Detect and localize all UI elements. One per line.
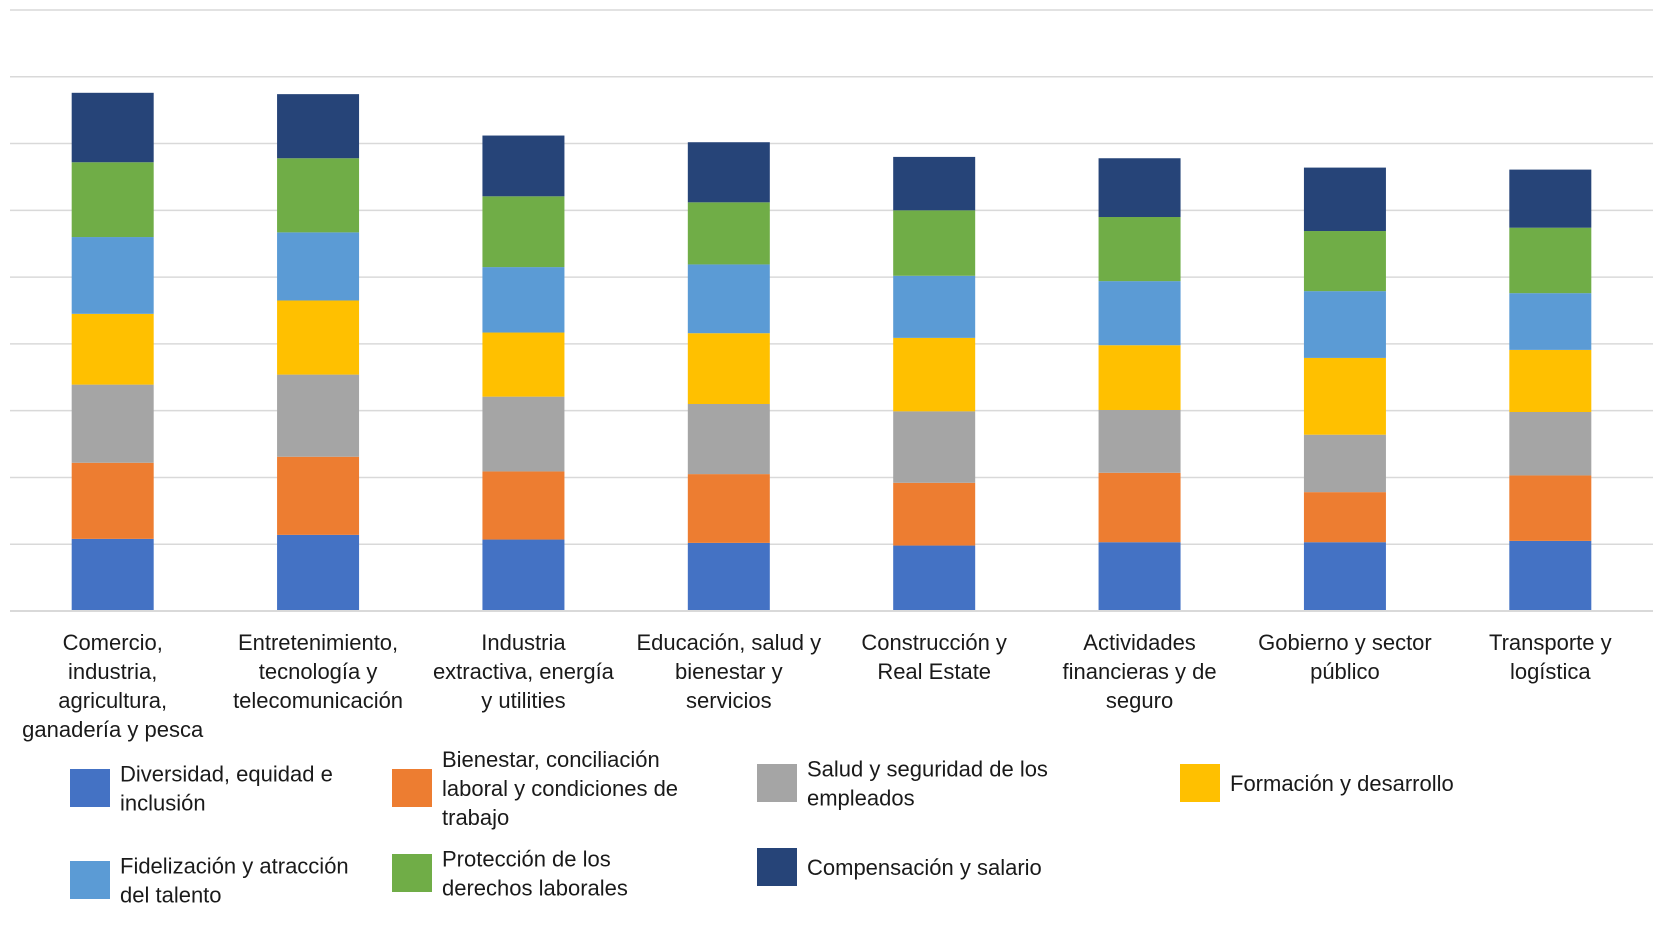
bar-segment xyxy=(687,403,770,475)
bars xyxy=(71,92,1592,611)
legend-label: Protección de los derechos laborales xyxy=(442,847,628,901)
bar-segment xyxy=(1303,542,1386,611)
bar-segment xyxy=(482,267,565,333)
legend-label: Compensación y salario xyxy=(807,855,1042,880)
bar-segment xyxy=(1098,345,1181,410)
bar-segment xyxy=(71,462,154,539)
bar-segment xyxy=(1098,281,1181,346)
bar-segment xyxy=(71,313,154,385)
bar-segment xyxy=(1509,475,1592,541)
bar-segment xyxy=(1098,409,1181,473)
bar-segment xyxy=(1509,412,1592,476)
legend-label: Salud y seguridad de los empleados xyxy=(807,757,1048,811)
bar-segment xyxy=(277,456,360,535)
bar-segment xyxy=(482,332,565,397)
legend-swatch xyxy=(70,861,110,899)
bar-segment xyxy=(71,162,154,238)
bar-segment xyxy=(893,337,976,412)
bar-segment xyxy=(687,264,770,334)
bar-segment xyxy=(1303,357,1386,435)
bar-segment xyxy=(687,474,770,543)
bar-segment xyxy=(687,202,770,265)
bar-segment xyxy=(687,542,770,611)
bar-segment xyxy=(1303,492,1386,543)
legend-label: Diversidad, equidad e inclusión xyxy=(120,762,333,816)
bar-segment xyxy=(482,539,565,611)
bar-segment xyxy=(1509,540,1592,611)
bar-segment xyxy=(1509,227,1592,294)
bar-segment xyxy=(1509,293,1592,350)
legend-swatch xyxy=(392,769,432,807)
bar-segment xyxy=(893,210,976,276)
category-labels: Comercio, industria, agricultura, ganadería… xyxy=(22,630,1611,742)
bar-segment xyxy=(687,142,770,203)
bar-segment xyxy=(277,94,360,159)
bar-segment xyxy=(482,471,565,540)
legend-label: Fidelización y atracción del talento xyxy=(120,854,349,908)
bar-segment xyxy=(71,538,154,611)
category-label: Industria extractiva, energía y utilities xyxy=(433,630,615,713)
legend-swatch xyxy=(1180,764,1220,802)
bar-segment xyxy=(893,545,976,611)
bar-segment xyxy=(482,135,565,197)
bar-segment xyxy=(71,92,154,163)
bar-segment xyxy=(1303,167,1386,232)
category-label: Construcción y Real Estate xyxy=(861,630,1007,684)
bar-segment xyxy=(893,275,976,338)
bar-segment xyxy=(482,196,565,268)
bar-segment xyxy=(893,156,976,211)
bar-segment xyxy=(71,237,154,314)
bar-segment xyxy=(1303,231,1386,292)
bar-segment xyxy=(71,384,154,463)
category-label: Actividades financieras y de seguro xyxy=(1063,630,1217,713)
bar-segment xyxy=(1303,291,1386,358)
legend-label: Bienestar, conciliación laboral y condici… xyxy=(442,747,678,830)
category-label: Educación, salud y bienestar y servicios xyxy=(636,630,821,713)
bar-segment xyxy=(1098,158,1181,218)
bar-segment xyxy=(1098,217,1181,282)
bar-segment xyxy=(277,158,360,233)
bar-segment xyxy=(1098,542,1181,611)
bar-segment xyxy=(277,300,360,375)
bar-segment xyxy=(1509,169,1592,228)
legend-swatch xyxy=(70,769,110,807)
category-label: Comercio, industria, agricultura, ganadería… xyxy=(22,630,204,742)
bar-segment xyxy=(687,333,770,404)
category-label: Gobierno y sector público xyxy=(1258,630,1432,684)
legend: Diversidad, equidad e inclusión Bienestar,… xyxy=(70,747,1454,908)
bar-segment xyxy=(1303,434,1386,493)
category-label: Transporte y logística xyxy=(1489,630,1612,684)
bar-segment xyxy=(893,482,976,546)
legend-label: Formación y desarrollo xyxy=(1230,771,1454,796)
legend-swatch xyxy=(757,848,797,886)
gridlines xyxy=(10,9,1653,545)
bar-segment xyxy=(277,232,360,301)
bar-segment xyxy=(893,411,976,483)
bar-segment xyxy=(1098,472,1181,543)
bar-segment xyxy=(277,534,360,611)
bar-segment xyxy=(1509,349,1592,413)
legend-swatch xyxy=(757,764,797,802)
bar-segment xyxy=(482,396,565,472)
bar-segment xyxy=(277,374,360,457)
legend-swatch xyxy=(392,854,432,892)
category-label: Entretenimiento, tecnología y telecomunica… xyxy=(233,630,403,713)
